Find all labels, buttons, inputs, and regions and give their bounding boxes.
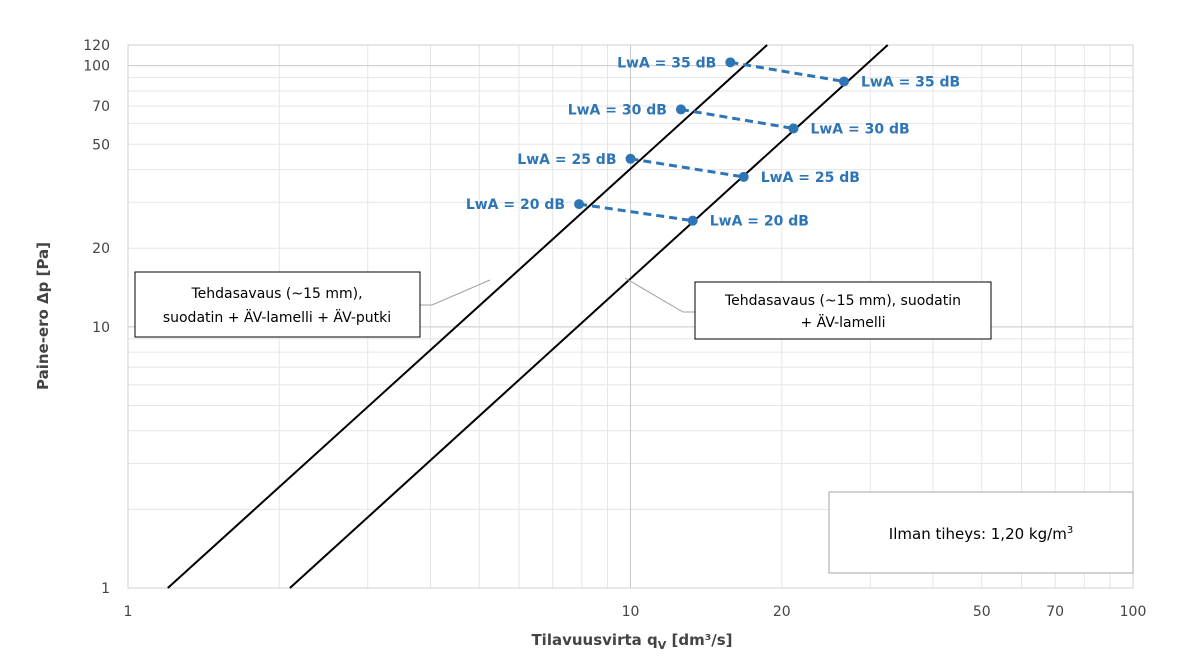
x-tick-label: 100	[1120, 604, 1147, 620]
x-tick-label: 20	[773, 604, 791, 620]
x-tick-label: 50	[973, 604, 991, 620]
left-annotation-line-2: suodatin + ÄV-lamelli + ÄV-putki	[163, 308, 391, 326]
density-note: Ilman tiheys: 1,20 kg/m3	[889, 525, 1073, 543]
sound-point-right	[738, 171, 749, 182]
sound-point-left	[675, 104, 686, 115]
x-tick-label: 10	[622, 604, 640, 620]
sound-level-connector	[730, 60, 845, 83]
left-box-leader	[420, 279, 491, 306]
y-tick-label: 1	[101, 581, 110, 597]
sound-label-right: LwA = 25 dB	[761, 170, 860, 186]
curve-series-1	[167, 44, 768, 589]
y-tick-label: 10	[92, 320, 110, 336]
y-tick-label: 70	[92, 99, 110, 115]
y-tick-label: 100	[83, 59, 110, 75]
sound-level-labels: LwA = 20 dB LwA = 20 dB LwA = 25 dB LwA = 2…	[466, 55, 960, 229]
density-note-box	[828, 491, 1134, 574]
y-tick-label: 50	[92, 137, 110, 153]
sound-label-right: LwA = 20 dB	[710, 214, 809, 230]
sound-label-right: LwA = 30 dB	[810, 121, 909, 137]
x-axis-title-subscript: V	[658, 639, 667, 652]
plot-area-frame	[127, 44, 1134, 589]
sound-level-connectors	[578, 60, 845, 223]
right-annotation-line-1: Tehdasavaus (~15 mm), suodatin	[724, 293, 961, 309]
sound-point-left	[725, 57, 736, 68]
x-axis-title-main: Tilavuusvirta q	[531, 631, 657, 649]
right-annotation-line-2: + ÄV-lamelli	[800, 313, 885, 331]
sound-point-right	[788, 123, 799, 134]
sound-level-connector	[630, 157, 744, 179]
left-annotation-line-1: Tehdasavaus (~15 mm),	[190, 286, 362, 302]
x-axis-ticks: 1 10 20 50 70 100	[124, 604, 1147, 620]
sound-level-connector	[578, 202, 693, 223]
sound-point-left	[625, 153, 636, 164]
x-axis-title: Tilavuusvirta qV [dm³/s]	[531, 631, 732, 652]
sound-level-connector	[680, 107, 794, 130]
y-tick-label: 120	[83, 38, 110, 54]
sound-label-right: LwA = 35 dB	[861, 74, 960, 90]
curve-series-2	[289, 44, 889, 589]
sound-label-left: LwA = 20 dB	[466, 197, 565, 213]
sound-label-left: LwA = 25 dB	[517, 152, 616, 168]
y-axis-title: Paine-ero Δp [Pa]	[34, 242, 52, 390]
density-note-superscript: 3	[1067, 525, 1073, 536]
right-annotation-box	[694, 281, 992, 340]
sound-point-right	[687, 215, 698, 226]
sound-label-left: LwA = 35 dB	[617, 55, 716, 71]
right-box-leader	[624, 277, 695, 313]
sound-point-left	[574, 199, 585, 210]
density-note-text: Ilman tiheys: 1,20 kg/m	[889, 525, 1067, 543]
sound-label-left: LwA = 30 dB	[568, 102, 667, 118]
x-axis-title-unit: [dm³/s]	[666, 631, 732, 649]
x-tick-label: 70	[1046, 604, 1064, 620]
sound-point-right	[839, 76, 850, 87]
left-annotation-box	[134, 271, 421, 338]
x-tick-label: 1	[124, 604, 133, 620]
y-tick-label: 20	[92, 241, 110, 257]
sound-level-points	[574, 57, 850, 226]
curves	[167, 44, 889, 589]
y-axis-ticks: 1 10 20 50 70 100 120	[83, 38, 110, 597]
